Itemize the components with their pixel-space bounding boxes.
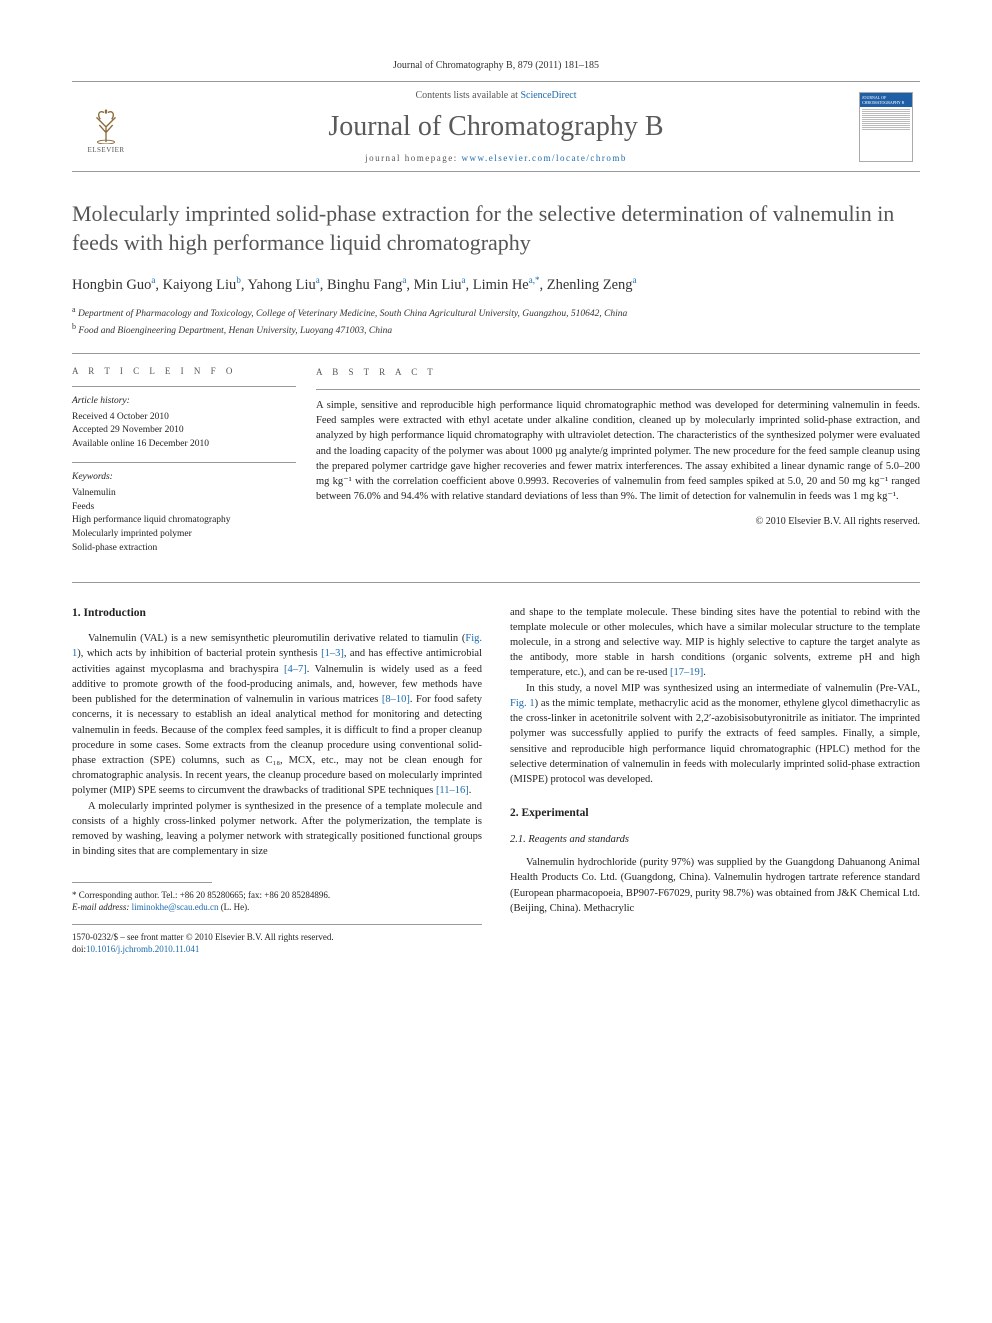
homepage-line: journal homepage: www.elsevier.com/locat…: [140, 153, 852, 163]
keywords-label: Keywords:: [72, 471, 296, 485]
intro-para-1: Valnemulin (VAL) is a new semisynthetic …: [72, 631, 482, 798]
affiliations: a Department of Pharmacology and Toxicol…: [72, 304, 920, 339]
fig-1-link-b[interactable]: Fig. 1: [510, 698, 535, 709]
copyright-doi-block: 1570-0232/$ – see front matter © 2010 El…: [72, 924, 482, 956]
section-1-head: 1. Introduction: [72, 605, 482, 622]
corresponding-footnote: * Corresponding author. Tel.: +86 20 852…: [72, 889, 482, 914]
authors: Hongbin Guoa, Kaiyong Liub, Yahong Liua,…: [72, 275, 920, 294]
intro-para-3: and shape to the template molecule. Thes…: [510, 605, 920, 681]
journal-cover-thumb: JOURNAL OF CHROMATOGRAPHY B: [859, 92, 913, 162]
journal-title: Journal of Chromatography B: [140, 111, 852, 143]
footnote-rule: [72, 882, 212, 883]
history-accepted: Accepted 29 November 2010: [72, 424, 296, 438]
section-2-head: 2. Experimental: [510, 805, 920, 822]
abstract-head: A B S T R A C T: [316, 366, 920, 379]
ref-11-16-link[interactable]: [11–16]: [436, 785, 469, 796]
reagents-para-1: Valnemulin hydrochloride (purity 97%) wa…: [510, 855, 920, 916]
keyword-item: Valnemulin: [72, 487, 296, 501]
article-info-column: A R T I C L E I N F O Article history: R…: [72, 366, 316, 566]
keywords-list: ValnemulinFeedsHigh performance liquid c…: [72, 487, 296, 556]
email-suffix: (L. He).: [218, 902, 249, 912]
right-text-column: and shape to the template molecule. Thes…: [510, 605, 920, 956]
abstract-copyright: © 2010 Elsevier B.V. All rights reserved…: [316, 515, 920, 530]
article-info-head: A R T I C L E I N F O: [72, 366, 296, 376]
intro-para-2: A molecularly imprinted polymer is synth…: [72, 799, 482, 860]
elsevier-tree-icon: [87, 106, 125, 144]
intro-para-4: In this study, a novel MIP was synthesiz…: [510, 681, 920, 788]
corresponding-author: * Corresponding author. Tel.: +86 20 852…: [72, 889, 482, 902]
doi-link[interactable]: 10.1016/j.jchromb.2010.11.041: [86, 944, 199, 954]
doi-label: doi:: [72, 944, 86, 954]
keyword-item: Molecularly imprinted polymer: [72, 528, 296, 542]
article-title: Molecularly imprinted solid-phase extrac…: [72, 200, 920, 257]
corresponding-email-link[interactable]: liminokhe@scau.edu.cn: [132, 902, 219, 912]
cover-title: JOURNAL OF CHROMATOGRAPHY B: [860, 93, 912, 107]
history-received: Received 4 October 2010: [72, 411, 296, 425]
sciencedirect-link[interactable]: ScienceDirect: [520, 90, 576, 101]
email-label: E-mail address:: [72, 902, 132, 912]
keyword-item: High performance liquid chromatography: [72, 514, 296, 528]
ref-17-19-link[interactable]: [17–19]: [670, 667, 703, 678]
publisher-name: ELSEVIER: [87, 146, 124, 154]
keyword-item: Solid-phase extraction: [72, 542, 296, 556]
ref-4-7-link[interactable]: [4–7]: [284, 664, 307, 675]
keyword-item: Feeds: [72, 501, 296, 515]
front-matter-line: 1570-0232/$ – see front matter © 2010 El…: [72, 931, 482, 944]
contents-available-line: Contents lists available at ScienceDirec…: [140, 90, 852, 101]
history-online: Available online 16 December 2010: [72, 438, 296, 452]
abstract-column: A B S T R A C T A simple, sensitive and …: [316, 366, 920, 566]
elsevier-logo: ELSEVIER: [81, 100, 131, 154]
journal-homepage-link[interactable]: www.elsevier.com/locate/chromb: [462, 153, 627, 163]
journal-citation: Journal of Chromatography B, 879 (2011) …: [72, 60, 920, 71]
article-history-label: Article history:: [72, 395, 296, 409]
abstract-text: A simple, sensitive and reproducible hig…: [316, 398, 920, 505]
homepage-prefix: journal homepage:: [365, 153, 461, 163]
contents-prefix: Contents lists available at: [415, 90, 520, 101]
publisher-logo-block: ELSEVIER: [72, 100, 140, 154]
ref-1-3-link[interactable]: [1–3]: [321, 648, 344, 659]
masthead: ELSEVIER Contents lists available at Sci…: [72, 81, 920, 172]
ref-8-10-link[interactable]: [8–10]: [382, 694, 410, 705]
left-text-column: 1. Introduction Valnemulin (VAL) is a ne…: [72, 605, 482, 956]
section-2-1-head: 2.1. Reagents and standards: [510, 832, 920, 847]
